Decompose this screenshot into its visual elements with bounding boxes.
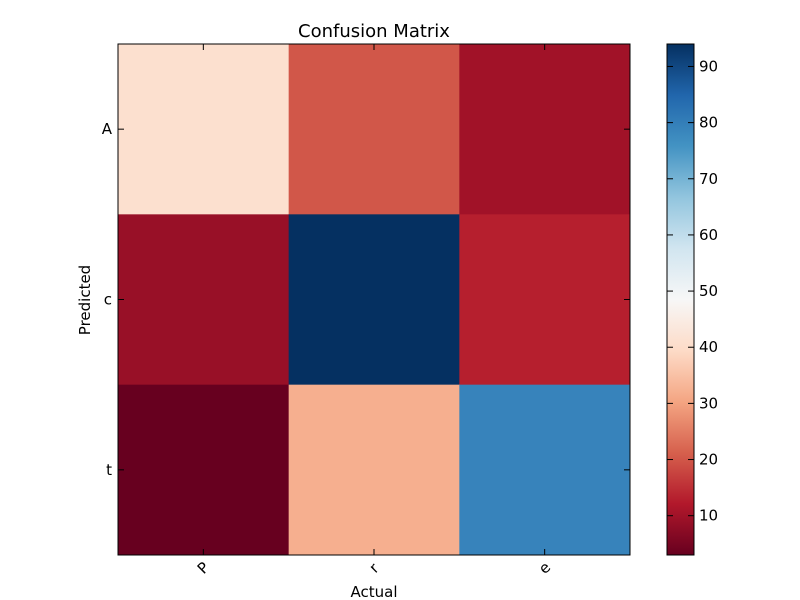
heatmap-cell	[459, 384, 631, 556]
colorbar-tick-label: 90	[699, 57, 718, 75]
colorbar-tick-label: 10	[699, 507, 718, 525]
x-tick-label: r	[365, 559, 383, 577]
y-tick-label: A	[102, 120, 113, 138]
heatmap-cell	[118, 214, 290, 386]
heatmap-cell	[288, 214, 460, 386]
colorbar-tick-label: 70	[699, 170, 718, 188]
y-tick-label: c	[104, 291, 112, 309]
x-tick-label: e	[535, 558, 554, 577]
chart-title: Confusion Matrix	[298, 21, 450, 42]
colorbar-tick-label: 30	[699, 394, 718, 412]
y-tick-label: t	[106, 461, 112, 479]
heatmap-cell	[459, 214, 631, 386]
colorbar-tick-label: 20	[699, 451, 718, 469]
colorbar-tick-label: 40	[699, 338, 718, 356]
colorbar-tick-label: 60	[699, 226, 718, 244]
heatmap-cells	[118, 44, 631, 556]
x-axis-label: Actual	[351, 583, 398, 600]
colorbar	[666, 43, 695, 556]
colorbar-ticks: 10 20 30 40 50 60 70 80 90	[667, 57, 718, 525]
colorbar-tick-label: 50	[699, 282, 718, 300]
colorbar-tick-label: 80	[699, 114, 718, 132]
x-tick-label: P	[194, 558, 213, 577]
heatmap-cell	[118, 44, 290, 215]
y-axis-label: Predicted	[76, 265, 94, 335]
heatmap-cell	[118, 384, 290, 556]
heatmap-cell	[459, 44, 631, 215]
heatmap-cell	[288, 384, 460, 556]
heatmap-cell	[288, 44, 460, 215]
y-axis-ticks: Ac t	[102, 120, 630, 479]
